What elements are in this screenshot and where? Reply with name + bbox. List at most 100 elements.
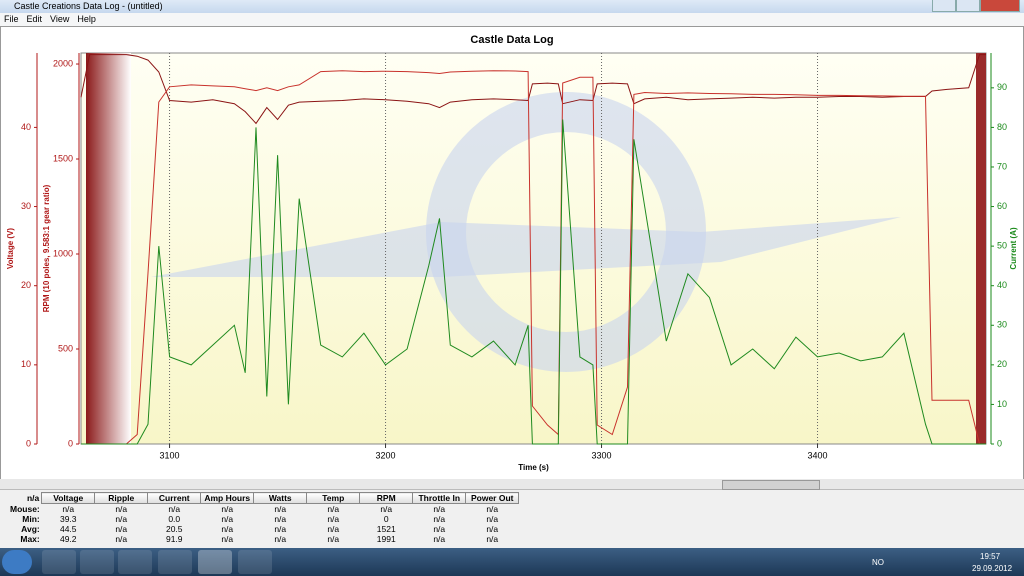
y-tick-label: 10 (997, 399, 1007, 409)
cell: n/a (274, 534, 287, 544)
taskbar: NO 19:57 29.09.2012 (0, 548, 1024, 576)
cell: n/a (486, 514, 499, 524)
cell: n/a (62, 504, 75, 514)
clock-date[interactable]: 29.09.2012 (972, 564, 1013, 573)
y-tick-label: 20 (21, 280, 31, 290)
row-label: Max: (20, 534, 40, 544)
start-button[interactable] (2, 550, 32, 574)
clock-time[interactable]: 19:57 (980, 552, 1001, 561)
y-tick-label: 1000 (53, 248, 73, 258)
cell: n/a (115, 504, 128, 514)
y-tick-label: 20 (997, 359, 1007, 369)
y-tick-label: 10 (21, 359, 31, 369)
series-line (80, 54, 986, 125)
cell: 0.0 (168, 514, 181, 524)
y-axis-title: Voltage (V) (6, 228, 15, 270)
cell: n/a (115, 524, 128, 534)
row-label: Min: (22, 514, 40, 524)
chart-panel: Castle Data Log 3100 3200 3300 3400 Time (s)… (0, 26, 1024, 480)
column-header[interactable]: Ripple (94, 492, 149, 504)
series-line (81, 119, 986, 445)
cell: n/a (486, 534, 499, 544)
cell: n/a (327, 514, 340, 524)
cell: n/a (168, 504, 181, 514)
y-tick-label: 30 (21, 201, 31, 211)
app-icon[interactable] (198, 550, 232, 574)
y-tick-label: 0 (26, 438, 31, 448)
cell: n/a (221, 524, 234, 534)
x-tick-label: 3200 (376, 450, 396, 460)
cell: 20.5 (165, 524, 183, 534)
cell: 49.2 (59, 534, 77, 544)
title-bar: Castle Creations Data Log - (untitled) (0, 0, 1024, 13)
app-icon[interactable] (42, 550, 76, 574)
cell: n/a (274, 504, 287, 514)
y-tick-label: 60 (997, 201, 1007, 211)
cell: n/a (327, 524, 340, 534)
y-tick-label: 90 (997, 82, 1007, 92)
menu-item[interactable]: View (50, 14, 70, 24)
watermark (151, 217, 901, 277)
table-header: n/a Voltage Ripple Current Amp Hours Watts Tem… (8, 492, 520, 504)
cell: n/a (433, 504, 446, 514)
cell: 91.9 (165, 534, 183, 544)
y-tick-label: 40 (21, 122, 31, 132)
row-label: Avg: (21, 524, 40, 534)
row-label: Mouse: (10, 503, 40, 514)
column-header[interactable]: Watts (253, 492, 308, 504)
cell: 1991 (376, 534, 396, 544)
menu-item[interactable]: File (4, 14, 19, 24)
cell: n/a (274, 524, 287, 534)
window-title: Castle Creations Data Log - (untitled) (14, 1, 163, 11)
menu-item[interactable]: Help (77, 14, 96, 24)
y-tick-label: 0 (68, 438, 73, 448)
app-icon[interactable] (80, 550, 114, 574)
x-tick-label: 3300 (592, 450, 612, 460)
y-tick-label: 500 (58, 343, 73, 353)
minimize[interactable] (932, 0, 956, 12)
cell: n/a (221, 514, 234, 524)
cell: n/a (380, 504, 393, 514)
app-icon[interactable] (118, 550, 152, 574)
y-tick-label: 0 (997, 438, 1002, 448)
x-tick-label: 3400 (808, 450, 828, 460)
cell: n/a (486, 524, 499, 534)
table-row: Avg: 44.5 n/a 20.5 n/a n/a n/a 1521 n/a n/a (8, 524, 519, 534)
column-header[interactable]: Throttle In (412, 492, 467, 504)
close[interactable] (980, 0, 1020, 12)
cell: n/a (115, 534, 128, 544)
table-row: Min: 39.3 n/a 0.0 n/a n/a n/a 0 n/a n/a (8, 514, 519, 524)
app-icon[interactable] (238, 550, 272, 574)
x-axis-title: Time (s) (518, 463, 549, 472)
cell: n/a (274, 514, 287, 524)
column-header[interactable]: Current (147, 492, 202, 504)
table-row: Mouse: n/a n/a n/a n/a n/a n/a n/a n/a n/a (8, 503, 519, 514)
menu-item[interactable]: Edit (26, 14, 43, 24)
column-header[interactable]: Voltage (41, 492, 96, 504)
series-line (81, 70, 986, 445)
column-header[interactable]: Amp Hours (200, 492, 255, 504)
column-header[interactable]: Temp (306, 492, 361, 504)
cell: n/a (221, 504, 234, 514)
x-tick-label: 3100 (160, 450, 180, 460)
column-header[interactable]: Power Out (465, 492, 520, 504)
cell: 0 (383, 514, 389, 524)
language[interactable]: NO (872, 558, 884, 567)
scrollbar[interactable] (0, 479, 1024, 490)
cell: 1521 (376, 524, 396, 534)
column-header[interactable]: RPM (359, 492, 414, 504)
cell: n/a (433, 524, 446, 534)
cell: n/a (327, 504, 340, 514)
y-tick-label: 50 (997, 241, 1007, 251)
y-axis-title: RPM (10 poles, 9.583:1 gear ratio) (42, 184, 51, 312)
cell: 39.3 (59, 514, 77, 524)
window-buttons (932, 0, 1020, 12)
y-tick-label: 80 (997, 122, 1007, 132)
scroll-thumb[interactable] (722, 480, 820, 490)
maximize[interactable] (956, 0, 980, 12)
cell: 44.5 (59, 524, 77, 534)
cell: n/a (221, 534, 234, 544)
app-icon[interactable] (158, 550, 192, 574)
cell: n/a (433, 514, 446, 524)
